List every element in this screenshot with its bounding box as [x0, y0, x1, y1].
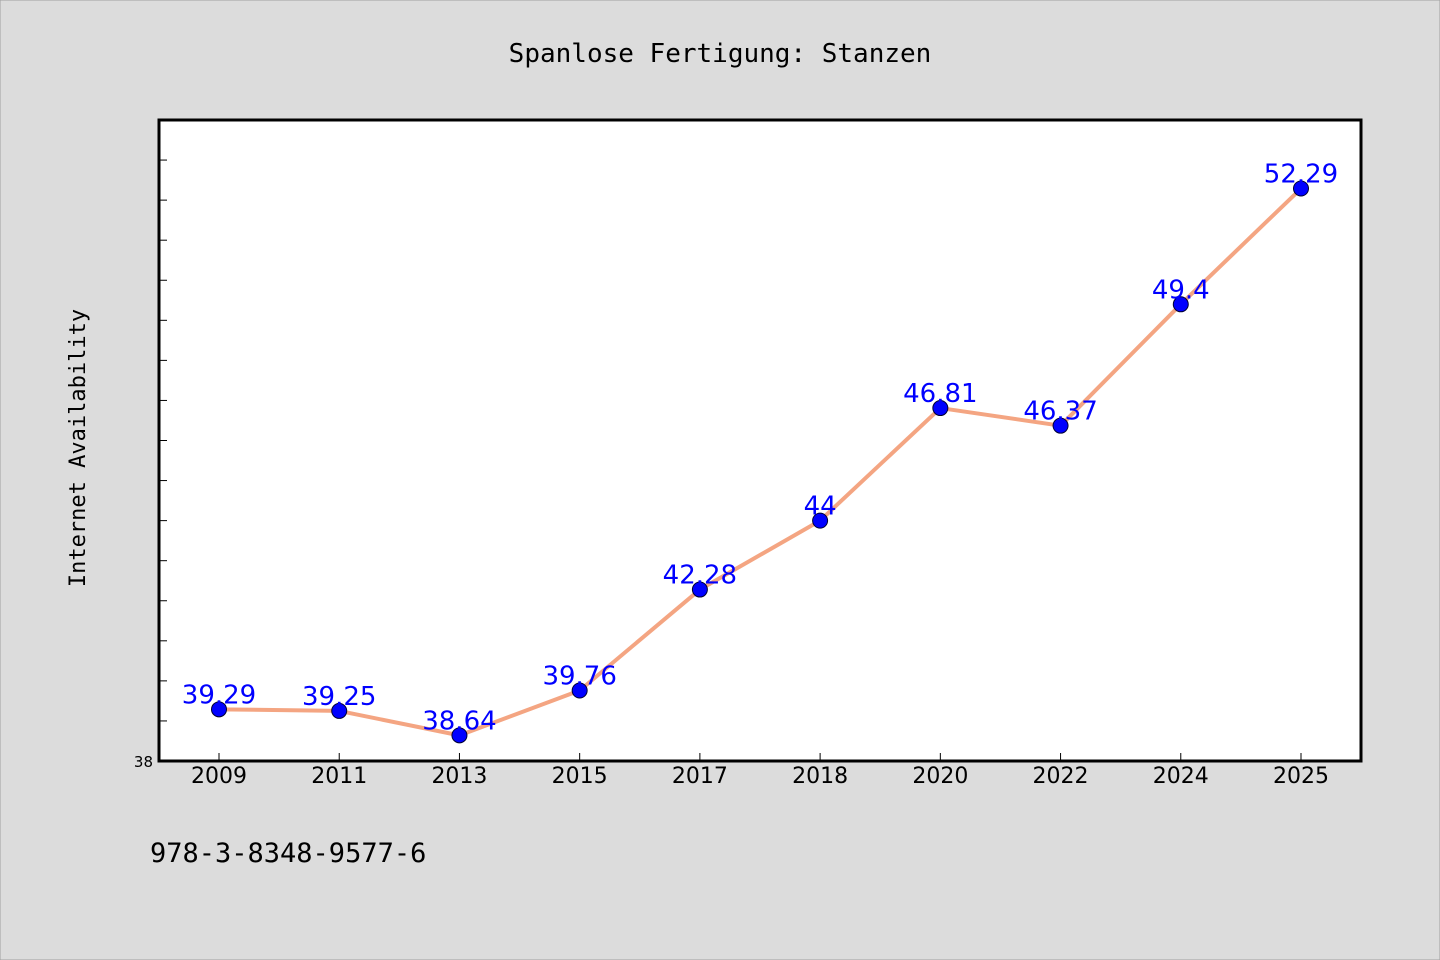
x-tick-label: 2017: [672, 764, 728, 789]
data-label: 44: [804, 492, 837, 522]
y-axis-label: Internet Availability: [66, 309, 91, 587]
data-label: 39.25: [302, 682, 376, 712]
data-point: [691, 581, 708, 598]
x-tick-label: 2013: [431, 764, 487, 789]
plot-area: [157, 118, 1363, 763]
x-tick-label: 2009: [191, 764, 247, 789]
x-tick-label: 2011: [311, 764, 367, 789]
data-point: [211, 701, 227, 718]
data-label: 42.28: [663, 561, 737, 591]
footer-isbn: 978-3-8348-9577-6: [150, 838, 426, 869]
data-point: [1052, 417, 1069, 434]
data-labels: 39.29 39.25 38.64 39.76 42.28 44 46.81 46.37 49.…: [182, 160, 1338, 737]
data-label: 39.29: [182, 680, 256, 710]
data-point: [1293, 180, 1309, 197]
x-axis-ticks: 2009 2011 2013 2015 2017 2018 2020 2022 2024 2025: [191, 753, 1329, 789]
x-tick-label: 2018: [792, 764, 848, 789]
series-line: [217, 186, 1303, 738]
y-tick-label: 38: [134, 753, 153, 771]
x-tick-label: 2024: [1153, 764, 1209, 789]
x-tick-label: 2020: [912, 764, 968, 789]
data-label: 39.76: [542, 661, 616, 691]
data-point: [451, 727, 468, 744]
data-label: 52.29: [1264, 160, 1338, 190]
data-label: 46.81: [903, 379, 977, 409]
data-point: [812, 512, 829, 529]
data-label: 46.37: [1023, 397, 1097, 427]
data-markers: [211, 180, 1309, 744]
chart-title: Spanlose Fertigung: Stanzen: [509, 39, 932, 69]
data-point: [932, 400, 949, 417]
data-point: [331, 702, 348, 719]
x-tick-label: 2015: [552, 764, 608, 789]
y-axis-ticks: 38: [134, 159, 167, 771]
data-point: [571, 682, 588, 699]
data-label: 49.4: [1152, 275, 1210, 305]
series-line-group: [217, 186, 1303, 738]
x-tick-label: 2025: [1273, 764, 1329, 789]
data-label: 38.64: [422, 706, 496, 736]
data-point: [1172, 296, 1189, 313]
x-tick-label: 2022: [1033, 764, 1089, 789]
